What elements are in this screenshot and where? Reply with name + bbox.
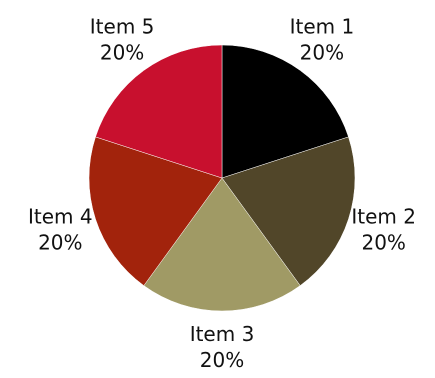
pie-slice-item-4 bbox=[88, 136, 223, 286]
pie-slice-item-2 bbox=[221, 136, 356, 286]
slice-label-item-3: Item 320% bbox=[190, 322, 255, 372]
slice-value-label: 20% bbox=[38, 231, 82, 255]
pie-slice-item-1 bbox=[221, 44, 349, 179]
slice-label-item-2: Item 220% bbox=[351, 205, 416, 255]
slice-category-label: Item 5 bbox=[90, 15, 155, 39]
slice-value-label: 20% bbox=[361, 231, 405, 255]
slice-category-label: Item 2 bbox=[351, 205, 416, 229]
slice-label-item-1: Item 120% bbox=[290, 15, 355, 65]
pie-slice-item-3 bbox=[143, 177, 301, 312]
pie-labels: Item 120%Item 220%Item 320%Item 420%Item… bbox=[28, 15, 416, 373]
slice-label-item-5: Item 520% bbox=[90, 15, 155, 65]
slice-value-label: 20% bbox=[200, 348, 244, 372]
slice-category-label: Item 4 bbox=[28, 205, 93, 229]
slice-value-label: 20% bbox=[100, 41, 144, 65]
slice-label-item-4: Item 420% bbox=[28, 205, 93, 255]
slice-category-label: Item 3 bbox=[190, 322, 255, 346]
pie-slice-item-5 bbox=[95, 44, 223, 179]
slice-value-label: 20% bbox=[300, 41, 344, 65]
pie-slices bbox=[88, 44, 356, 312]
slice-category-label: Item 1 bbox=[290, 15, 355, 39]
